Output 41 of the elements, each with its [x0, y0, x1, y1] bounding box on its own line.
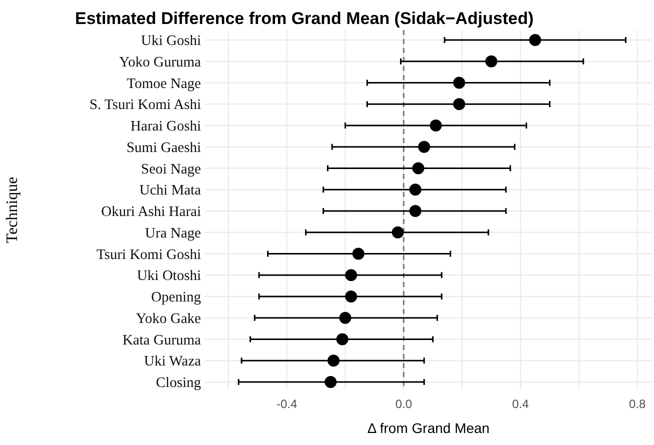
y-tick-label: Tsuri Komi Goshi: [96, 246, 201, 263]
point: [430, 120, 442, 132]
point: [345, 290, 358, 302]
point: [453, 76, 466, 89]
y-tick-label: Harai Goshi: [130, 118, 201, 134]
point: [453, 98, 466, 110]
y-tick-label: Uki Waza: [144, 354, 202, 370]
y-tick-label: Uchi Mata: [139, 182, 202, 199]
point: [324, 376, 337, 388]
point: [392, 226, 404, 238]
x-axis-title: Δ from Grand Mean: [367, 420, 490, 436]
point: [529, 34, 542, 46]
x-tick-label: 0.4: [512, 397, 530, 411]
y-tick-label: Okuri Ashi Harai: [101, 204, 201, 220]
y-tick-label: Yoko Guruma: [119, 54, 202, 70]
y-tick-label: Seoi Nage: [141, 161, 201, 178]
y-tick-label: Uki Otoshi: [136, 268, 201, 284]
y-tick-label: Uki Goshi: [140, 33, 201, 49]
point: [418, 140, 430, 153]
x-tick-label: -0.4: [276, 397, 298, 411]
chart-title: Estimated Difference from Grand Mean (Sidak−Adjusted): [75, 9, 534, 28]
y-tick-label: Tomoe Nage: [126, 76, 201, 92]
x-tick-label: 0.8: [629, 397, 646, 411]
y-axis-title: Technique: [4, 176, 21, 244]
point: [485, 55, 498, 68]
point: [352, 248, 364, 260]
y-tick-label: S. Tsuri Komi Ashi: [89, 97, 201, 114]
point: [345, 269, 358, 282]
y-tick-label: Yoko Gake: [136, 310, 201, 327]
point: [409, 184, 422, 196]
point: [336, 333, 348, 346]
y-tick-label: Kata Guruma: [122, 332, 202, 348]
point: [412, 162, 424, 174]
point: [328, 354, 340, 367]
x-tick-label: 0.0: [395, 397, 412, 411]
y-tick-label: Opening: [151, 290, 201, 306]
point: [339, 312, 352, 324]
y-tick-label: Closing: [156, 375, 201, 391]
y-tick-label: Sumi Gaeshi: [126, 140, 201, 156]
point: [409, 205, 422, 217]
y-tick-label: Ura Nage: [145, 225, 201, 242]
